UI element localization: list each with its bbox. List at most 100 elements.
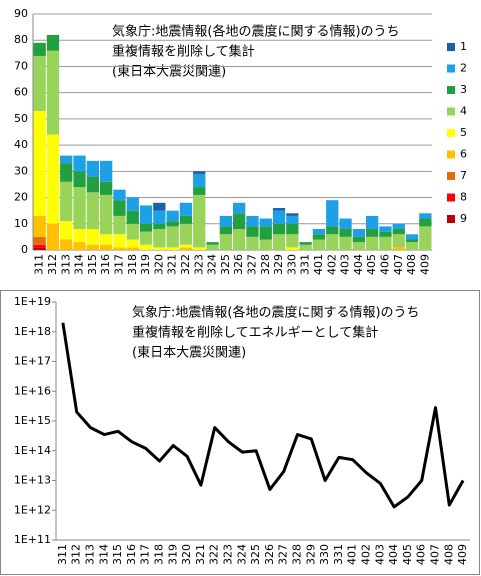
bar-segment	[179, 244, 193, 248]
bar-segment	[33, 42, 46, 56]
x-tick-label: 311	[33, 254, 46, 275]
x-tick-label: 314	[97, 544, 110, 565]
bar-segment	[100, 194, 113, 235]
bar-segment	[405, 242, 419, 250]
x-tick-label: 408	[405, 254, 418, 275]
bar-segment	[113, 189, 126, 201]
legend-swatch	[447, 193, 455, 202]
y-tick-label: 1E+18	[14, 325, 51, 338]
y-tick-label: 0	[21, 243, 28, 256]
bar-segment	[33, 247, 46, 250]
chart-title: 気象庁:地震情報(各地の震度に関する情報)のうち	[132, 305, 420, 321]
bar-segment	[392, 247, 405, 250]
legend-swatch	[447, 150, 455, 159]
legend-swatch	[447, 86, 455, 94]
bar-segment	[312, 239, 326, 250]
bar-segment	[33, 215, 46, 237]
x-tick-label: 321	[194, 544, 207, 565]
bar-segment	[33, 55, 46, 112]
x-tick-label: 325	[219, 254, 232, 275]
x-tick-label: 316	[125, 544, 138, 565]
bar-segment	[286, 223, 299, 235]
x-tick-label: 318	[126, 254, 139, 275]
bar-segment	[166, 221, 179, 227]
bar-segment	[33, 111, 46, 216]
bar-segment	[126, 223, 139, 240]
x-tick-label: 315	[86, 254, 99, 275]
x-tick-label: 403	[339, 254, 352, 275]
bar-segment	[326, 234, 339, 250]
y-tick-label: 30	[14, 164, 28, 177]
bar-segment	[259, 226, 272, 240]
x-tick-label: 406	[415, 544, 428, 565]
y-tick-label: 90	[14, 7, 28, 20]
x-tick-label: 329	[272, 254, 285, 275]
bar-segment	[352, 229, 365, 237]
legend-swatch	[447, 107, 455, 116]
y-tick-label: 1E+12	[14, 503, 51, 516]
bar-segment	[46, 134, 60, 224]
bar-segment	[286, 234, 299, 248]
chart-frame	[0, 290, 480, 575]
x-tick-label: 328	[259, 254, 272, 275]
x-tick-label: 327	[245, 254, 258, 275]
legend-label: 7	[460, 169, 467, 182]
legend-swatch	[447, 172, 455, 180]
bar-segment	[339, 236, 352, 250]
bar-segment	[33, 244, 46, 248]
bar-segment	[86, 192, 99, 230]
x-tick-label: 409	[418, 254, 431, 275]
legend-swatch	[447, 215, 455, 223]
bar-segment	[113, 234, 126, 248]
bar-segment	[419, 226, 432, 250]
x-tick-label: 317	[112, 254, 125, 275]
x-tick-label: 404	[387, 544, 400, 565]
legend-swatch	[447, 64, 455, 73]
x-tick-label: 322	[208, 544, 221, 565]
bar-segment	[206, 242, 219, 245]
x-tick-label: 312	[46, 254, 59, 275]
x-tick-label: 313	[59, 254, 72, 275]
bar-segment	[379, 236, 392, 250]
x-tick-label: 328	[291, 544, 304, 565]
bar-segment	[286, 213, 299, 216]
bar-segment	[73, 187, 86, 230]
legend-label: 4	[460, 105, 467, 118]
bar-segment	[246, 226, 259, 237]
bar-segment	[153, 229, 166, 248]
x-tick-label: 322	[179, 254, 192, 275]
x-tick-label: 404	[352, 254, 365, 275]
x-tick-label: 323	[192, 254, 205, 275]
bar-segment	[46, 50, 60, 135]
bar-segment	[86, 229, 99, 245]
bar-segment	[326, 226, 339, 235]
bar-segment	[139, 231, 153, 245]
legend-label: 5	[460, 126, 467, 139]
bar-segment	[405, 234, 419, 240]
bar-segment	[219, 215, 232, 227]
bar-segment	[100, 181, 113, 195]
bar-segment	[113, 247, 126, 250]
bar-segment	[100, 244, 113, 250]
bar-segment	[219, 234, 232, 250]
bar-segment	[126, 239, 139, 248]
bar-segment	[73, 242, 86, 250]
x-tick-label: 324	[206, 254, 219, 275]
bar-segment	[326, 200, 339, 227]
bar-segment	[179, 247, 193, 250]
bar-segment	[126, 197, 139, 211]
y-tick-label: 40	[14, 138, 28, 151]
bar-segment	[193, 187, 206, 195]
bar-segment	[392, 234, 405, 248]
x-tick-label: 401	[312, 254, 325, 275]
x-tick-label: 402	[360, 544, 373, 565]
bar-segment	[379, 231, 392, 237]
legend-label: 3	[460, 83, 467, 96]
bar-segment	[366, 229, 379, 237]
x-tick-label: 329	[304, 544, 317, 565]
x-tick-label: 406	[378, 254, 391, 275]
bar-segment	[272, 208, 286, 211]
bar-segment	[33, 236, 46, 245]
